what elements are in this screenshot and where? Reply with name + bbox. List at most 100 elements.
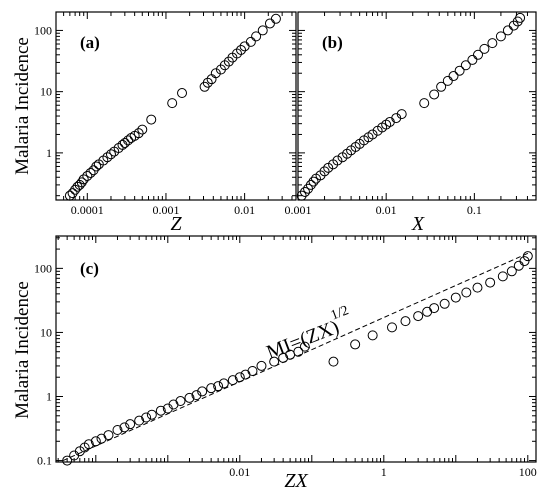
data-point — [495, 31, 506, 42]
data-point — [105, 149, 116, 160]
data-point — [213, 381, 224, 392]
panel-a-x-ticks: 0.0001 0.001 0.01 — [55, 12, 293, 217]
data-point — [227, 375, 238, 386]
y-tick-label: 0.1 — [37, 454, 52, 468]
panel-a-label: (a) — [80, 33, 100, 52]
panel-a-points — [64, 13, 281, 201]
data-point — [439, 298, 450, 309]
data-point — [454, 65, 465, 76]
data-point — [429, 89, 440, 100]
data-point — [497, 271, 508, 282]
data-point — [422, 306, 433, 317]
data-point — [210, 68, 221, 79]
data-point — [103, 430, 114, 441]
data-point — [413, 311, 424, 322]
data-point — [177, 88, 188, 99]
data-point — [350, 339, 361, 350]
y-tick-label: 1 — [46, 390, 52, 404]
x-tick-label: 1 — [381, 465, 387, 479]
data-point — [197, 386, 208, 397]
panel-b-x-title: X — [411, 213, 425, 235]
data-point — [167, 98, 178, 109]
data-point — [64, 190, 75, 201]
data-point — [299, 341, 310, 352]
panel-b-x-ticks: 0.001 0.01 0.1 — [285, 12, 537, 217]
data-point — [305, 179, 316, 190]
panel-c: 0.01 1 100 0.1 1 10 100 (c) MI=(ZX) 1/2 ZX Ma… — [12, 235, 537, 492]
data-point — [256, 360, 267, 371]
data-point — [91, 161, 102, 172]
data-point — [485, 277, 496, 288]
data-point — [206, 383, 217, 394]
data-point — [155, 405, 166, 416]
data-point — [85, 167, 96, 178]
data-point — [419, 98, 430, 109]
panel-c-y-ticks: 0.1 1 10 100 — [34, 237, 536, 468]
data-point — [472, 282, 483, 293]
data-point — [264, 18, 275, 29]
data-point — [396, 109, 407, 120]
data-point — [234, 372, 245, 383]
panel-b-y-ticks — [298, 11, 536, 197]
panel-c-x-ticks: 0.01 1 100 — [57, 236, 537, 479]
data-point — [141, 412, 152, 423]
data-point — [487, 38, 498, 49]
data-point — [473, 49, 484, 60]
y-tick-label: 10 — [40, 325, 52, 339]
data-point — [236, 44, 247, 55]
data-point — [269, 356, 280, 367]
data-point — [102, 152, 113, 163]
data-point — [522, 251, 533, 262]
panel-a-y-title: Malaria Incidence — [12, 37, 33, 175]
data-point — [76, 177, 87, 188]
panel-c-points — [62, 251, 533, 466]
data-point — [125, 419, 136, 430]
data-point — [112, 425, 123, 436]
data-point — [278, 352, 289, 363]
data-point — [82, 170, 93, 181]
data-point — [78, 174, 89, 185]
panel-c-x-title: ZX — [284, 470, 308, 492]
panel-b: 0.001 0.01 0.1 (b) X — [285, 11, 537, 235]
x-tick-label: 0.1 — [467, 203, 482, 217]
data-point — [191, 390, 202, 401]
data-point — [506, 266, 517, 277]
data-point — [367, 129, 378, 140]
data-point — [460, 60, 471, 71]
data-point — [467, 54, 478, 65]
data-point — [270, 13, 281, 24]
x-tick-label: 0.001 — [152, 203, 179, 217]
data-point — [202, 77, 213, 88]
data-point — [448, 71, 459, 82]
data-point — [502, 25, 513, 36]
x-tick-label: 0.0001 — [71, 203, 104, 217]
x-tick-label: 100 — [519, 465, 537, 479]
panel-c-label: (c) — [80, 259, 99, 278]
data-point — [367, 330, 378, 341]
data-point — [96, 433, 107, 444]
fit-equation-exponent: 1/2 — [329, 303, 351, 323]
data-point — [381, 119, 392, 130]
data-point — [293, 346, 304, 357]
data-point — [296, 190, 307, 201]
data-point — [123, 135, 134, 146]
data-point — [175, 396, 186, 407]
data-point — [184, 392, 195, 403]
panel-a-y-ticks: 1 10 100 — [34, 11, 296, 197]
data-point — [479, 43, 490, 54]
data-point — [133, 128, 144, 139]
data-point — [319, 166, 330, 177]
panel-a: 0.0001 0.001 0.01 1 10 100 (a) Z Malaria Inc… — [12, 11, 297, 235]
data-point — [247, 366, 258, 377]
panel-c-annotation: MI=(ZX) 1/2 — [264, 303, 351, 364]
data-point — [442, 75, 453, 86]
data-point — [515, 12, 526, 23]
data-point — [251, 31, 262, 42]
data-point — [257, 25, 268, 36]
data-point — [146, 114, 157, 125]
data-point — [436, 81, 447, 92]
data-point — [429, 303, 440, 314]
x-tick-label: 0.01 — [376, 203, 397, 217]
data-point — [519, 256, 530, 267]
